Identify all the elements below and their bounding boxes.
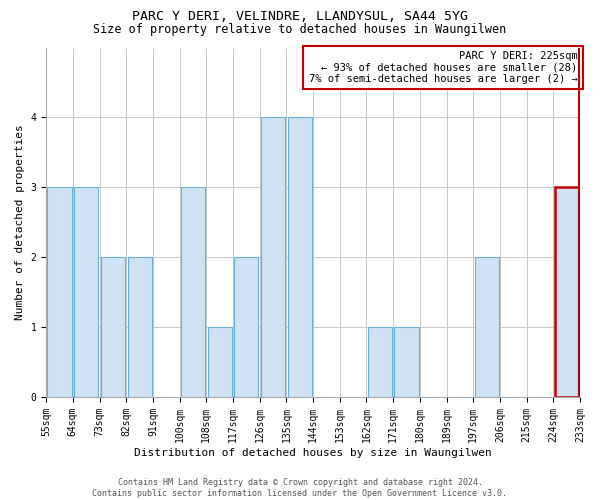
Bar	[394, 327, 419, 397]
Bar	[128, 257, 152, 397]
Bar	[261, 118, 285, 397]
Y-axis label: Number of detached properties: Number of detached properties	[15, 124, 25, 320]
X-axis label: Distribution of detached houses by size in Waungilwen: Distribution of detached houses by size …	[134, 448, 492, 458]
Bar	[208, 327, 232, 397]
Bar	[235, 257, 259, 397]
Text: Contains HM Land Registry data © Crown copyright and database right 2024.
Contai: Contains HM Land Registry data © Crown c…	[92, 478, 508, 498]
Text: PARC Y DERI: 225sqm
← 93% of detached houses are smaller (28)
7% of semi-detache: PARC Y DERI: 225sqm ← 93% of detached ho…	[308, 51, 577, 84]
Bar	[475, 257, 499, 397]
Bar	[181, 188, 205, 397]
Bar	[74, 188, 98, 397]
Bar	[554, 188, 578, 397]
Text: Size of property relative to detached houses in Waungilwen: Size of property relative to detached ho…	[94, 22, 506, 36]
Bar	[47, 188, 71, 397]
Text: PARC Y DERI, VELINDRE, LLANDYSUL, SA44 5YG: PARC Y DERI, VELINDRE, LLANDYSUL, SA44 5…	[132, 10, 468, 23]
Bar	[101, 257, 125, 397]
Bar	[288, 118, 312, 397]
Bar	[368, 327, 392, 397]
